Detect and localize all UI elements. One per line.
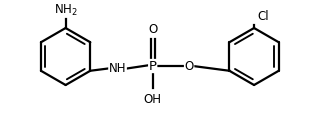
Text: OH: OH — [144, 93, 162, 106]
Text: O: O — [185, 59, 194, 73]
Text: P: P — [149, 59, 157, 73]
Text: Cl: Cl — [257, 10, 269, 23]
Text: NH: NH — [109, 62, 126, 75]
Text: O: O — [148, 23, 157, 36]
Text: NH$_2$: NH$_2$ — [54, 3, 78, 18]
